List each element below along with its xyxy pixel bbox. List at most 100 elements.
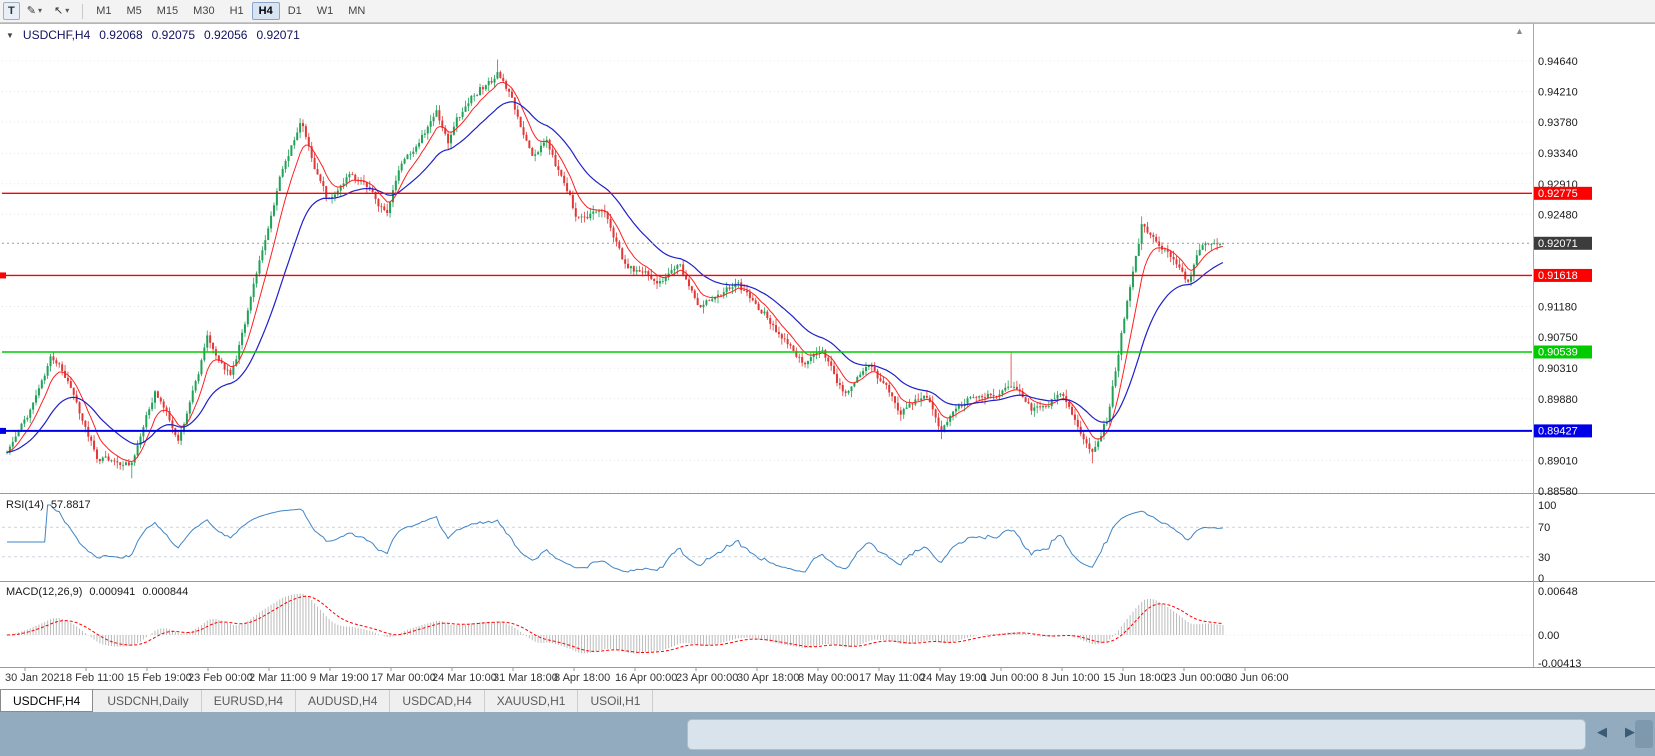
candle [983, 392, 986, 405]
tab-xauusd-h1[interactable]: XAUUSD,H1 [485, 690, 579, 712]
candle [789, 342, 792, 349]
timeframe-w1[interactable]: W1 [310, 2, 341, 20]
candle [93, 435, 96, 452]
candle [98, 458, 101, 465]
candle [348, 171, 351, 183]
candle [487, 77, 490, 91]
candle [145, 411, 148, 432]
candle [635, 266, 638, 276]
svg-text:30 Jun 06:00: 30 Jun 06:00 [1225, 672, 1289, 684]
svg-text:16 Apr 00:00: 16 Apr 00:00 [615, 672, 677, 684]
svg-text:0.94210: 0.94210 [1538, 87, 1578, 99]
timeframe-h4[interactable]: H4 [251, 2, 280, 20]
tab-usoil-h1[interactable]: USOil,H1 [578, 690, 654, 712]
candle [574, 202, 577, 222]
candle [621, 247, 624, 260]
tab-audusd-h4[interactable]: AUDUSD,H4 [296, 690, 391, 712]
candle [798, 353, 801, 363]
timeframe-h1[interactable]: H1 [223, 2, 251, 20]
candle [241, 329, 244, 350]
candle [380, 203, 383, 213]
candle [711, 295, 714, 303]
candle [1027, 398, 1030, 405]
candle [296, 127, 299, 141]
scroll-up-icon[interactable]: ▲ [1515, 26, 1524, 36]
scroll-left-icon[interactable]: ◀ [1597, 724, 1607, 739]
candle [719, 294, 722, 296]
tab-usdchf-h4[interactable]: USDCHF,H4 [0, 690, 94, 712]
candle [1213, 239, 1216, 245]
candle [737, 279, 740, 288]
cursor-tool-button[interactable]: ↖ ▾ [49, 2, 74, 20]
timeframe-m5[interactable]: M5 [119, 2, 148, 20]
candle [580, 213, 583, 223]
ma-fast-line [6, 81, 1224, 463]
timeframe-m15[interactable]: M15 [150, 2, 185, 20]
candle [467, 97, 470, 112]
timeframe-mn[interactable]: MN [341, 2, 372, 20]
candle [1056, 390, 1059, 405]
tab-usdcnh-daily[interactable]: USDCNH,Daily [95, 690, 202, 712]
candle [754, 297, 757, 305]
candle [447, 130, 450, 150]
tab-usdcad-h4[interactable]: USDCAD,H4 [390, 690, 485, 712]
candle [159, 396, 162, 405]
candle [902, 407, 905, 419]
candle [429, 114, 432, 133]
candle [444, 125, 447, 136]
scrollbar-thumb[interactable] [687, 719, 1586, 750]
candle [110, 459, 113, 463]
candle [470, 95, 473, 106]
chart-background [0, 23, 1655, 689]
candle [107, 453, 110, 462]
candle [148, 406, 151, 419]
candle [531, 146, 534, 157]
hline-anchor[interactable] [0, 272, 6, 279]
svg-text:0.90310: 0.90310 [1538, 363, 1578, 375]
timeframe-m1[interactable]: M1 [89, 2, 118, 20]
tab-eurusd-h4[interactable]: EURUSD,H4 [202, 690, 297, 712]
chart-tabs: USDCHF,H4 USDCNH,Daily EURUSD,H4 AUDUSD,H4 U… [0, 689, 1655, 712]
candle [934, 408, 937, 423]
candle [267, 225, 270, 241]
candle [1123, 316, 1126, 334]
candle [522, 121, 525, 139]
candle [226, 365, 229, 376]
svg-text:30 Jan 2021: 30 Jan 2021 [5, 672, 66, 684]
candle [525, 131, 528, 142]
candle [1143, 223, 1146, 233]
price-chart-canvas[interactable]: 0.946400.942100.937800.933400.929100.924… [0, 23, 1655, 689]
collapse-chart-icon[interactable]: ▼ [6, 30, 14, 40]
timeframe-d1[interactable]: D1 [281, 2, 309, 20]
candle [1076, 414, 1079, 432]
candle [43, 373, 46, 385]
price-marker-0.90539 [1534, 345, 1592, 359]
candle [656, 275, 659, 290]
candle [1039, 401, 1042, 411]
svg-text:24 Mar 10:00: 24 Mar 10:00 [432, 672, 497, 684]
svg-text:0.89880: 0.89880 [1538, 394, 1578, 406]
candle [302, 119, 305, 133]
candle [815, 347, 818, 360]
candle [1152, 232, 1155, 243]
text-tool-button[interactable]: T [3, 2, 20, 20]
resize-grip[interactable] [1635, 720, 1653, 748]
candle [632, 265, 635, 277]
draw-tool-button[interactable]: ✎ ▾ [22, 2, 47, 20]
ohlc-low: 0.92056 [204, 28, 248, 42]
candle [345, 173, 348, 188]
candle [670, 264, 673, 275]
svg-text:17 May 11:00: 17 May 11:00 [859, 672, 925, 684]
candle [90, 434, 93, 446]
timeframe-m30[interactable]: M30 [186, 2, 221, 20]
hline-anchor[interactable] [0, 427, 6, 434]
candle [1108, 403, 1111, 426]
candle [493, 74, 496, 87]
candle [821, 347, 824, 352]
svg-text:100: 100 [1538, 500, 1556, 512]
candle [101, 456, 104, 464]
candle [217, 354, 220, 364]
candle [151, 397, 154, 412]
scroll-right-icon[interactable]: ▶ [1625, 724, 1635, 739]
candle [365, 181, 368, 193]
